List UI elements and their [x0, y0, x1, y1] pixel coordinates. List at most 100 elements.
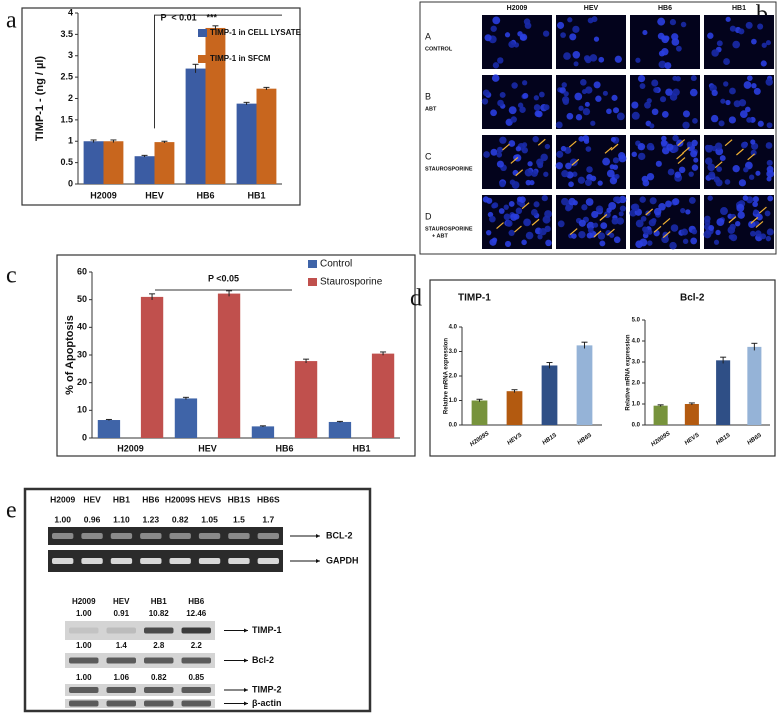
- nucleus: [521, 239, 527, 246]
- nucleus: [653, 207, 662, 216]
- nucleus: [513, 213, 520, 220]
- nucleus: [725, 99, 731, 106]
- y-tick-label: 0.0: [449, 423, 458, 429]
- nucleus: [560, 145, 567, 152]
- row-letter: D: [425, 211, 432, 221]
- band-ratio: 1.00: [76, 609, 92, 618]
- nucleus: [760, 233, 767, 240]
- nucleus: [635, 240, 643, 248]
- nucleus: [738, 28, 745, 35]
- nucleus: [616, 112, 625, 121]
- nucleus: [585, 146, 592, 152]
- nucleus: [519, 33, 528, 41]
- nucleus: [724, 179, 731, 185]
- nucleus: [578, 105, 584, 111]
- nucleus: [572, 25, 580, 33]
- y-tick-label: 2.5: [60, 72, 73, 82]
- legend-swatch: [308, 278, 317, 286]
- arrow-head: [316, 534, 320, 538]
- nucleus: [618, 211, 624, 217]
- nucleus: [711, 89, 718, 97]
- y-tick-label: 4.0: [632, 339, 641, 345]
- nucleus: [561, 170, 569, 178]
- chart-title: Bcl-2: [680, 293, 705, 304]
- arrow: [755, 220, 764, 228]
- nucleus: [557, 220, 565, 228]
- arrow: [515, 169, 524, 177]
- nucleus: [760, 60, 767, 67]
- gel-strip: [48, 550, 283, 572]
- band-label: GAPDH: [326, 555, 359, 565]
- lane-label: HB1: [151, 597, 168, 606]
- arrow: [531, 218, 540, 226]
- y-tick-label: 3: [68, 50, 73, 60]
- nucleus: [522, 80, 528, 86]
- nucleus: [513, 154, 520, 161]
- band-ratio: 12.46: [186, 609, 207, 618]
- nucleus: [637, 74, 646, 83]
- nucleus: [752, 201, 758, 208]
- lane-label: HEV: [113, 597, 130, 606]
- nucleus: [566, 112, 574, 120]
- x-tick-label: H2009S: [469, 431, 490, 448]
- x-tick-label: HB1: [352, 443, 370, 453]
- band-ratio: 1.06: [113, 673, 129, 682]
- arrow: [510, 156, 519, 164]
- y-tick-label: 4.0: [449, 325, 458, 331]
- gel-band: [81, 533, 103, 539]
- bar: [140, 296, 164, 438]
- nucleus: [614, 173, 620, 180]
- arrow: [604, 146, 613, 154]
- x-tick-label: HB6S: [746, 432, 763, 446]
- nucleus: [481, 98, 489, 105]
- nucleus: [612, 157, 619, 164]
- nucleus: [734, 221, 741, 227]
- gel-band: [228, 558, 250, 564]
- nucleus: [522, 142, 528, 148]
- significance-bracket: [154, 14, 282, 129]
- band-ratio: 2.2: [191, 641, 203, 650]
- x-tick-label: HEV: [145, 190, 164, 200]
- nucleus: [508, 40, 516, 48]
- nucleus: [766, 176, 772, 182]
- row-letter: C: [425, 151, 432, 161]
- blot-band: [106, 627, 136, 634]
- nucleus: [661, 48, 669, 56]
- nucleus: [524, 168, 533, 177]
- nucleus: [586, 166, 593, 173]
- blot-strip: [65, 653, 215, 668]
- bar: [97, 420, 121, 438]
- band-label: TIMP-1: [252, 625, 282, 635]
- nucleus: [669, 19, 677, 26]
- y-tick-label: 3.0: [632, 360, 641, 366]
- y-tick-label: 1: [68, 136, 73, 146]
- nucleus: [635, 57, 641, 63]
- y-tick-label: 20: [77, 377, 87, 387]
- nucleus: [491, 74, 500, 82]
- nucleus: [557, 21, 565, 29]
- lane-label: HB6: [142, 494, 159, 504]
- nucleus: [728, 116, 736, 124]
- band-ratio: 1.5: [233, 514, 245, 524]
- nucleus: [646, 98, 652, 104]
- y-tick-label: 2.0: [449, 374, 458, 380]
- nucleus: [600, 222, 608, 230]
- nucleus: [755, 170, 761, 176]
- nucleus: [568, 181, 574, 188]
- nucleus: [748, 174, 755, 180]
- gel-band: [140, 533, 162, 539]
- nucleus: [515, 146, 522, 152]
- micrograph: [482, 75, 552, 129]
- nucleus: [651, 79, 659, 87]
- nucleus: [720, 207, 728, 215]
- nucleus: [707, 195, 713, 201]
- nucleus: [661, 111, 669, 118]
- arrow: [496, 222, 504, 229]
- nucleus: [614, 55, 622, 63]
- nucleus: [691, 164, 699, 171]
- nucleus: [561, 82, 567, 88]
- nucleus: [631, 101, 639, 109]
- nucleus: [630, 203, 638, 211]
- bar: [256, 88, 277, 184]
